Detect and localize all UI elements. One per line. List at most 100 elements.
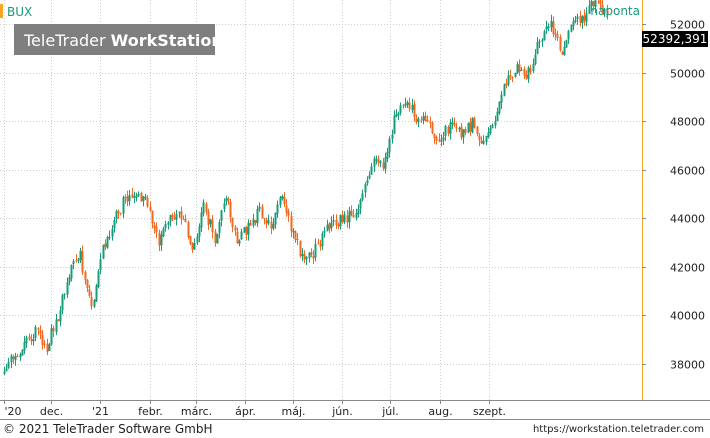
x-tick-label: márc. xyxy=(181,405,212,418)
candle-body xyxy=(348,211,351,223)
candle-body xyxy=(274,212,277,225)
candle-body xyxy=(158,232,161,246)
candle-body xyxy=(205,203,208,213)
y-tick-label: 42000 xyxy=(670,262,705,275)
candle-body xyxy=(505,83,508,86)
candle-body xyxy=(330,222,333,229)
candle-body xyxy=(442,137,445,141)
candle-body xyxy=(601,4,604,14)
grid-lines xyxy=(0,0,642,400)
candle-body xyxy=(155,226,158,233)
watermark-box xyxy=(14,24,215,55)
candle-body xyxy=(117,211,120,213)
candle-body xyxy=(357,208,360,215)
candle-body xyxy=(39,330,42,334)
candle-body xyxy=(317,242,320,244)
candle-body xyxy=(496,111,499,121)
candle-body xyxy=(384,157,387,170)
candle-body xyxy=(355,212,358,219)
symbol-label: BUX xyxy=(7,5,32,19)
candle-body xyxy=(252,219,255,226)
candle-body xyxy=(126,196,129,202)
candle-body xyxy=(310,252,313,255)
candle-body xyxy=(536,42,539,54)
candle-body xyxy=(507,75,510,85)
candle-body xyxy=(234,227,237,231)
candle-body xyxy=(28,336,31,340)
candle-body xyxy=(43,343,46,345)
candle-body xyxy=(34,326,37,339)
y-tick-label: 48000 xyxy=(670,116,705,129)
candle-body xyxy=(404,103,407,106)
candle-body xyxy=(276,204,279,214)
candle-body xyxy=(543,31,546,41)
candle-body xyxy=(314,243,317,258)
candle-body xyxy=(532,63,535,72)
candle-body xyxy=(283,197,286,205)
candle-body xyxy=(153,224,156,229)
candle-body xyxy=(281,195,284,199)
y-tick-label: 46000 xyxy=(670,165,705,178)
candle-body xyxy=(449,122,452,134)
candle-body xyxy=(467,122,470,133)
candle-body xyxy=(321,233,324,246)
candle-body xyxy=(563,46,566,55)
last-price-box xyxy=(642,31,708,47)
candle-body xyxy=(554,33,557,35)
candle-body xyxy=(511,76,514,79)
candle-body xyxy=(227,198,230,201)
candle-body xyxy=(337,224,340,227)
candle-body xyxy=(128,195,131,202)
candle-body xyxy=(438,139,441,142)
candle-body xyxy=(75,260,78,262)
candle-body xyxy=(350,210,353,216)
x-tick-label: febr. xyxy=(138,405,163,418)
candle-body xyxy=(440,140,443,142)
candle-body xyxy=(46,343,49,353)
candle-body xyxy=(171,215,174,218)
candle-body xyxy=(63,294,66,296)
candle-body xyxy=(523,68,526,76)
last-price-label: 52392,391 xyxy=(643,32,708,46)
candle-body xyxy=(565,40,568,48)
candle-body xyxy=(296,239,299,241)
candle-body xyxy=(326,224,329,232)
candle-body xyxy=(480,140,483,144)
candle-body xyxy=(41,334,44,345)
candle-body xyxy=(290,216,293,232)
candle-body xyxy=(328,223,331,230)
candle-body xyxy=(137,193,140,197)
candle-body xyxy=(240,231,243,240)
candle-body xyxy=(312,255,315,259)
candle-body xyxy=(359,199,362,209)
candle-body xyxy=(151,210,154,224)
candle-body xyxy=(491,125,494,129)
candle-body xyxy=(462,129,465,138)
candle-body xyxy=(570,25,573,32)
candle-body xyxy=(243,227,246,233)
candle-body xyxy=(388,138,391,153)
candle-body xyxy=(144,196,147,198)
candle-body xyxy=(48,344,51,351)
candle-body xyxy=(364,184,367,193)
candle-body xyxy=(84,271,87,281)
candle-body xyxy=(599,0,602,5)
footer-url[interactable]: https://workstation.teletrader.com xyxy=(533,424,704,435)
x-tick-label: '20 xyxy=(5,405,22,418)
candle-body xyxy=(146,197,149,207)
candle-body xyxy=(411,105,414,110)
candle-body xyxy=(70,264,73,279)
candle-body xyxy=(102,244,105,259)
candle-body xyxy=(473,118,476,128)
candle-body xyxy=(81,251,84,273)
candle-body xyxy=(99,259,102,271)
candle-body xyxy=(368,175,371,179)
candle-body xyxy=(16,356,19,358)
candle-body xyxy=(509,75,512,77)
candle-body xyxy=(377,158,380,163)
candle-body xyxy=(469,121,472,132)
candle-body xyxy=(516,64,519,74)
candle-body xyxy=(220,210,223,221)
y-tick-label: 52000 xyxy=(670,19,705,32)
candle-body xyxy=(485,135,488,143)
